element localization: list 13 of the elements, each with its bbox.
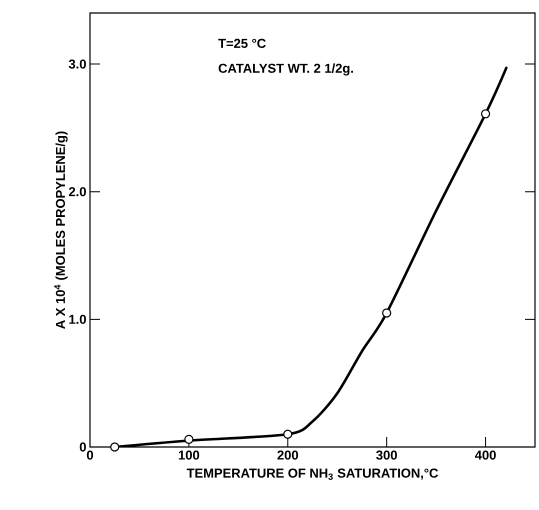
x-axis-title: TEMPERATURE OF NH$_{3}$ SATURATION,°C [186, 468, 438, 480]
x-tick-label: 300 [376, 450, 397, 460]
annotation: T=25 °C [218, 38, 266, 48]
x-tick-label: 0 [86, 450, 94, 460]
y-tick-label: 1.0 [69, 314, 86, 324]
y-tick-label: 2.0 [68, 187, 86, 196]
y-tick-label: 0 [80, 442, 86, 452]
y-axis-title: A X 10$^{4}$ (MOLES PROPYLENE/g) [54, 131, 68, 329]
annotation: CATALYST WT. 2 1/2g. [218, 63, 353, 76]
x-tick-label: 100 [178, 450, 200, 460]
y-tick-label: 3.0 [68, 59, 86, 69]
x-tick-label: 200 [277, 450, 298, 460]
x-tick-label: 400 [474, 450, 496, 460]
